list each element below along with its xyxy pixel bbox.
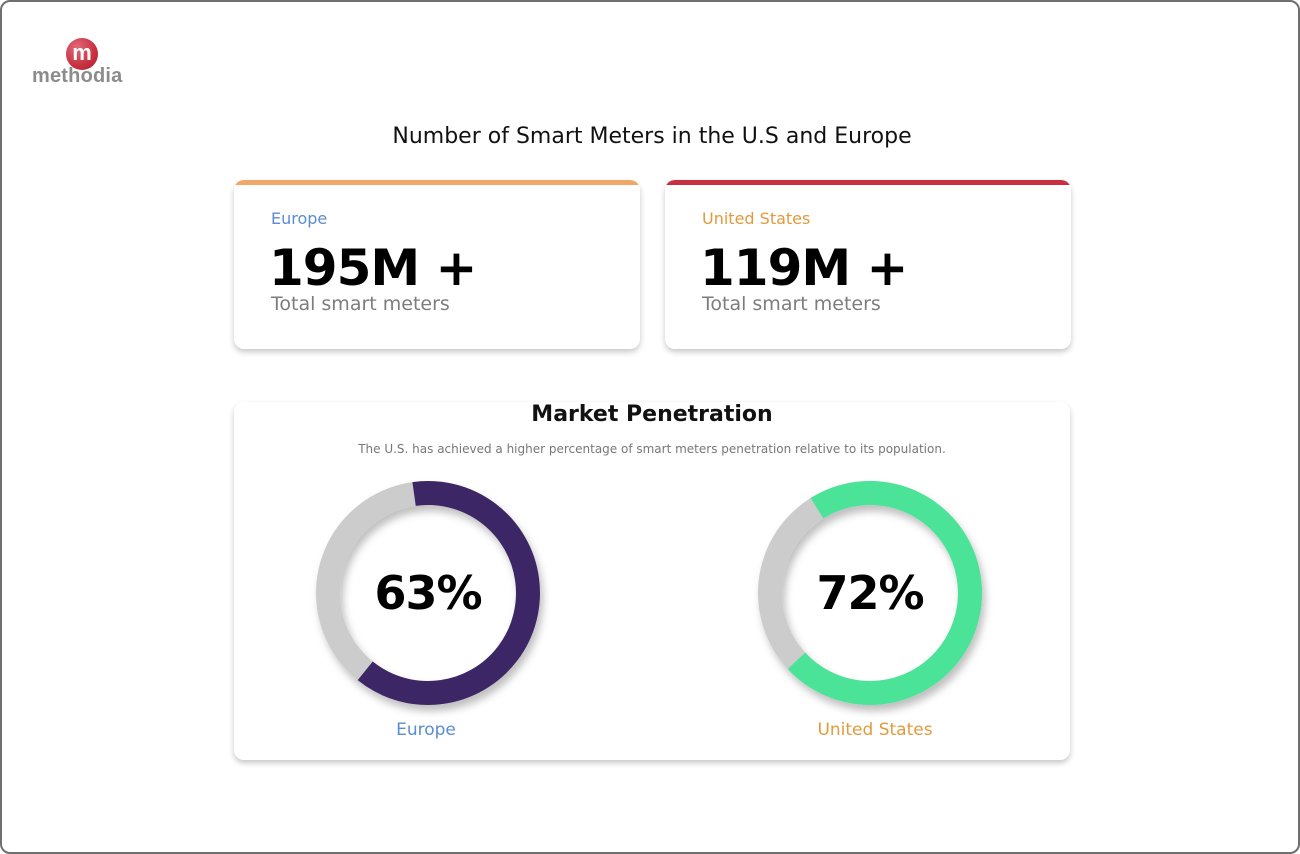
meter-count-caption: Total smart meters <box>271 293 450 315</box>
region-label: Europe <box>271 209 328 228</box>
logo-badge-icon: m <box>66 38 98 70</box>
methodia-logo: m methodia <box>30 38 140 90</box>
donut-label: United States <box>817 720 933 740</box>
donut-label: Europe <box>396 720 456 740</box>
donut-svg <box>758 481 982 705</box>
meter-count-caption: Total smart meters <box>702 293 881 315</box>
percentage-value: 72% <box>816 566 924 620</box>
meter-count: 195M + <box>269 239 477 297</box>
section-subtitle: The U.S. has achieved a higher percentag… <box>358 442 946 456</box>
us-donut-chart: 72% <box>757 480 983 706</box>
europe-donut-chart: 63% <box>315 480 541 706</box>
meter-count: 119M + <box>700 239 908 297</box>
page-title: Number of Smart Meters in the U.S and Eu… <box>392 124 912 149</box>
section-title: Market Penetration <box>531 402 773 427</box>
europe-stat-card: Europe 195M + Total smart meters <box>234 180 640 349</box>
percentage-value: 63% <box>374 566 482 620</box>
logo-wordmark: methodia <box>32 65 123 87</box>
card-accent-bar <box>234 180 640 185</box>
market-penetration-card: Market Penetration The U.S. has achieved… <box>234 402 1070 760</box>
region-label: United States <box>702 209 811 228</box>
us-stat-card: United States 119M + Total smart meters <box>665 180 1071 349</box>
donut-svg <box>316 481 540 705</box>
card-accent-bar <box>665 180 1071 185</box>
